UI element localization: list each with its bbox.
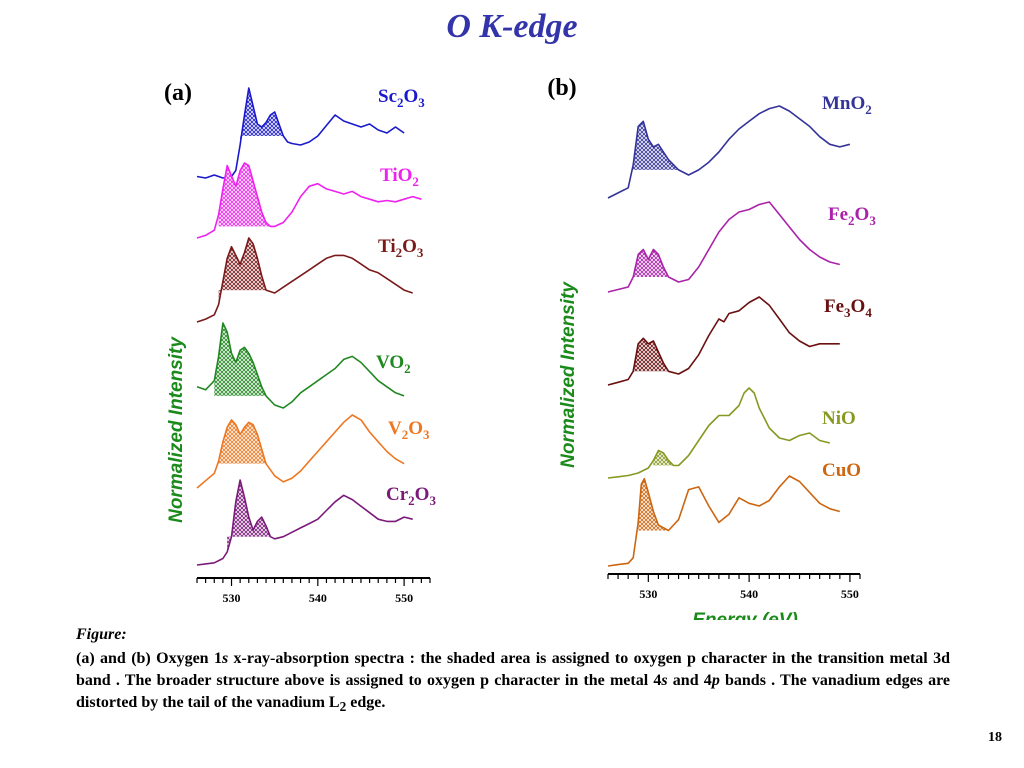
series-line-V2O3 <box>196 414 405 489</box>
series-label-text: Fe <box>824 296 844 317</box>
x-axis-label: Energy (eV) <box>692 610 798 620</box>
shaded-hatch-Fe2O3 <box>633 249 669 277</box>
series-label-subscript: 2 <box>865 102 872 117</box>
x-axis-label: Energy (eV) <box>281 618 387 620</box>
series-label-text: NiO <box>822 408 856 429</box>
x-tick-label: 550 <box>841 587 859 601</box>
series-label-subscript: 3 <box>417 245 424 260</box>
x-tick-label: 550 <box>395 591 413 605</box>
caption-part: edge. <box>346 694 386 711</box>
series-label-text: Fe <box>828 204 848 225</box>
series-line-TiO2 <box>196 162 422 239</box>
series-label-MnO2: MnO2 <box>822 93 872 117</box>
series-label-subscript: 3 <box>844 305 851 320</box>
series-label-text: MnO <box>822 93 865 114</box>
panel-label: (a) <box>164 80 192 106</box>
series-label-Sc2O3: Sc2O3 <box>378 86 425 110</box>
x-tick-label: 540 <box>309 591 327 605</box>
series-line-Ti2O3 <box>196 237 413 323</box>
series-label-TiO2: TiO2 <box>380 165 419 189</box>
shaded-hatch-Fe3O4 <box>633 338 669 372</box>
series-label-subscript: 2 <box>397 95 404 110</box>
xas-figure: 530 540 550 Energy (eV) Normalized Intensity… <box>164 75 876 620</box>
y-axis-label: Normalized Intensity <box>558 281 579 468</box>
series-label-Fe2O3: Fe2O3 <box>828 204 876 228</box>
series-line-Fe2O3 <box>607 201 840 293</box>
series-line-Cr2O3 <box>196 479 413 566</box>
shaded-hatch-Cr2O3 <box>227 480 271 552</box>
shaded-hatch-CuO <box>638 478 669 531</box>
series-label-text: V <box>388 418 402 439</box>
y-axis-label: Normalized Intensity <box>166 336 187 523</box>
series-label-VO2: VO2 <box>376 352 411 376</box>
series-label-CuO: CuO <box>822 460 861 481</box>
series-label-subscript: 4 <box>865 305 872 320</box>
panel-a: 530 540 550 Energy (eV) Normalized Intensity… <box>164 80 436 620</box>
series-label-V2O3: V2O3 <box>388 418 430 442</box>
series-label-text: Ti <box>378 236 396 257</box>
series-line-VO2 <box>196 322 405 409</box>
page-number: 18 <box>988 730 1002 745</box>
series-label-text: CuO <box>822 460 861 481</box>
series-label-text: O <box>415 484 430 505</box>
series-label-subscript: 3 <box>418 95 425 110</box>
shaded-hatch-VO2 <box>214 323 267 396</box>
caption-italic-p: p <box>711 672 720 689</box>
series-label-text: O <box>408 418 423 439</box>
series-label-text: O <box>402 236 417 257</box>
series-line-CuO <box>607 475 841 567</box>
series-label-text: VO <box>376 352 404 373</box>
shaded-hatch-TiO2 <box>218 163 275 227</box>
series-line-MnO2 <box>607 105 851 199</box>
series-label-NiO: NiO <box>822 408 856 429</box>
series-label-text: O <box>404 86 419 107</box>
x-tick-label: 530 <box>639 587 657 601</box>
series-label-Ti2O3: Ti2O3 <box>378 236 424 260</box>
panel-label: (b) <box>547 75 576 101</box>
caption-italic-s: s <box>661 672 668 689</box>
shaded-hatch-Ti2O3 <box>218 238 267 305</box>
series-label-text: Sc <box>378 86 397 107</box>
caption-text: (a) and (b) Oxygen 1s x-ray-absorption s… <box>76 648 950 718</box>
series-label-text: Cr <box>386 484 409 505</box>
caption-part: (a) and (b) Oxygen 1 <box>76 650 222 667</box>
slide-title: O K-edge <box>446 8 578 45</box>
series-line-Sc2O3 <box>196 87 405 179</box>
series-label-subscript: 2 <box>412 174 419 189</box>
figure-caption: Figure: (a) and (b) Oxygen 1s x-ray-abso… <box>76 626 950 718</box>
series-line-Fe3O4 <box>607 296 840 386</box>
series-label-text: O <box>855 204 870 225</box>
panel-b: 530 540 550 Energy (eV) Normalized Intensity… <box>547 75 876 620</box>
x-tick-label: 540 <box>740 587 758 601</box>
shaded-hatch-Sc2O3 <box>240 88 284 145</box>
series-line-NiO <box>607 387 830 479</box>
figure-label: Figure: <box>76 626 127 643</box>
series-label-subscript: 2 <box>848 213 855 228</box>
series-label-subscript: 2 <box>396 245 403 260</box>
series-label-subscript: 3 <box>429 493 436 508</box>
caption-part: bands . The vanadium edges are distorted… <box>76 672 951 711</box>
series-label-subscript: 3 <box>869 213 876 228</box>
series-label-subscript: 2 <box>408 493 415 508</box>
series-label-Fe3O4: Fe3O4 <box>824 296 872 320</box>
series-label-subscript: 3 <box>423 427 430 442</box>
caption-italic-s: s <box>221 650 229 667</box>
series-label-subscript: 2 <box>402 427 409 442</box>
shaded-hatch-V2O3 <box>218 419 267 464</box>
x-tick-label: 530 <box>223 591 241 605</box>
caption-part: and 4 <box>667 672 712 689</box>
caption-subscript: 2 <box>339 699 347 715</box>
series-label-text: TiO <box>380 165 412 186</box>
series-label-text: O <box>851 296 866 317</box>
series-label-Cr2O3: Cr2O3 <box>386 484 436 508</box>
series-label-subscript: 2 <box>404 361 411 376</box>
caption-part: x-ray-absorption spectra : the shaded ar… <box>76 650 951 689</box>
